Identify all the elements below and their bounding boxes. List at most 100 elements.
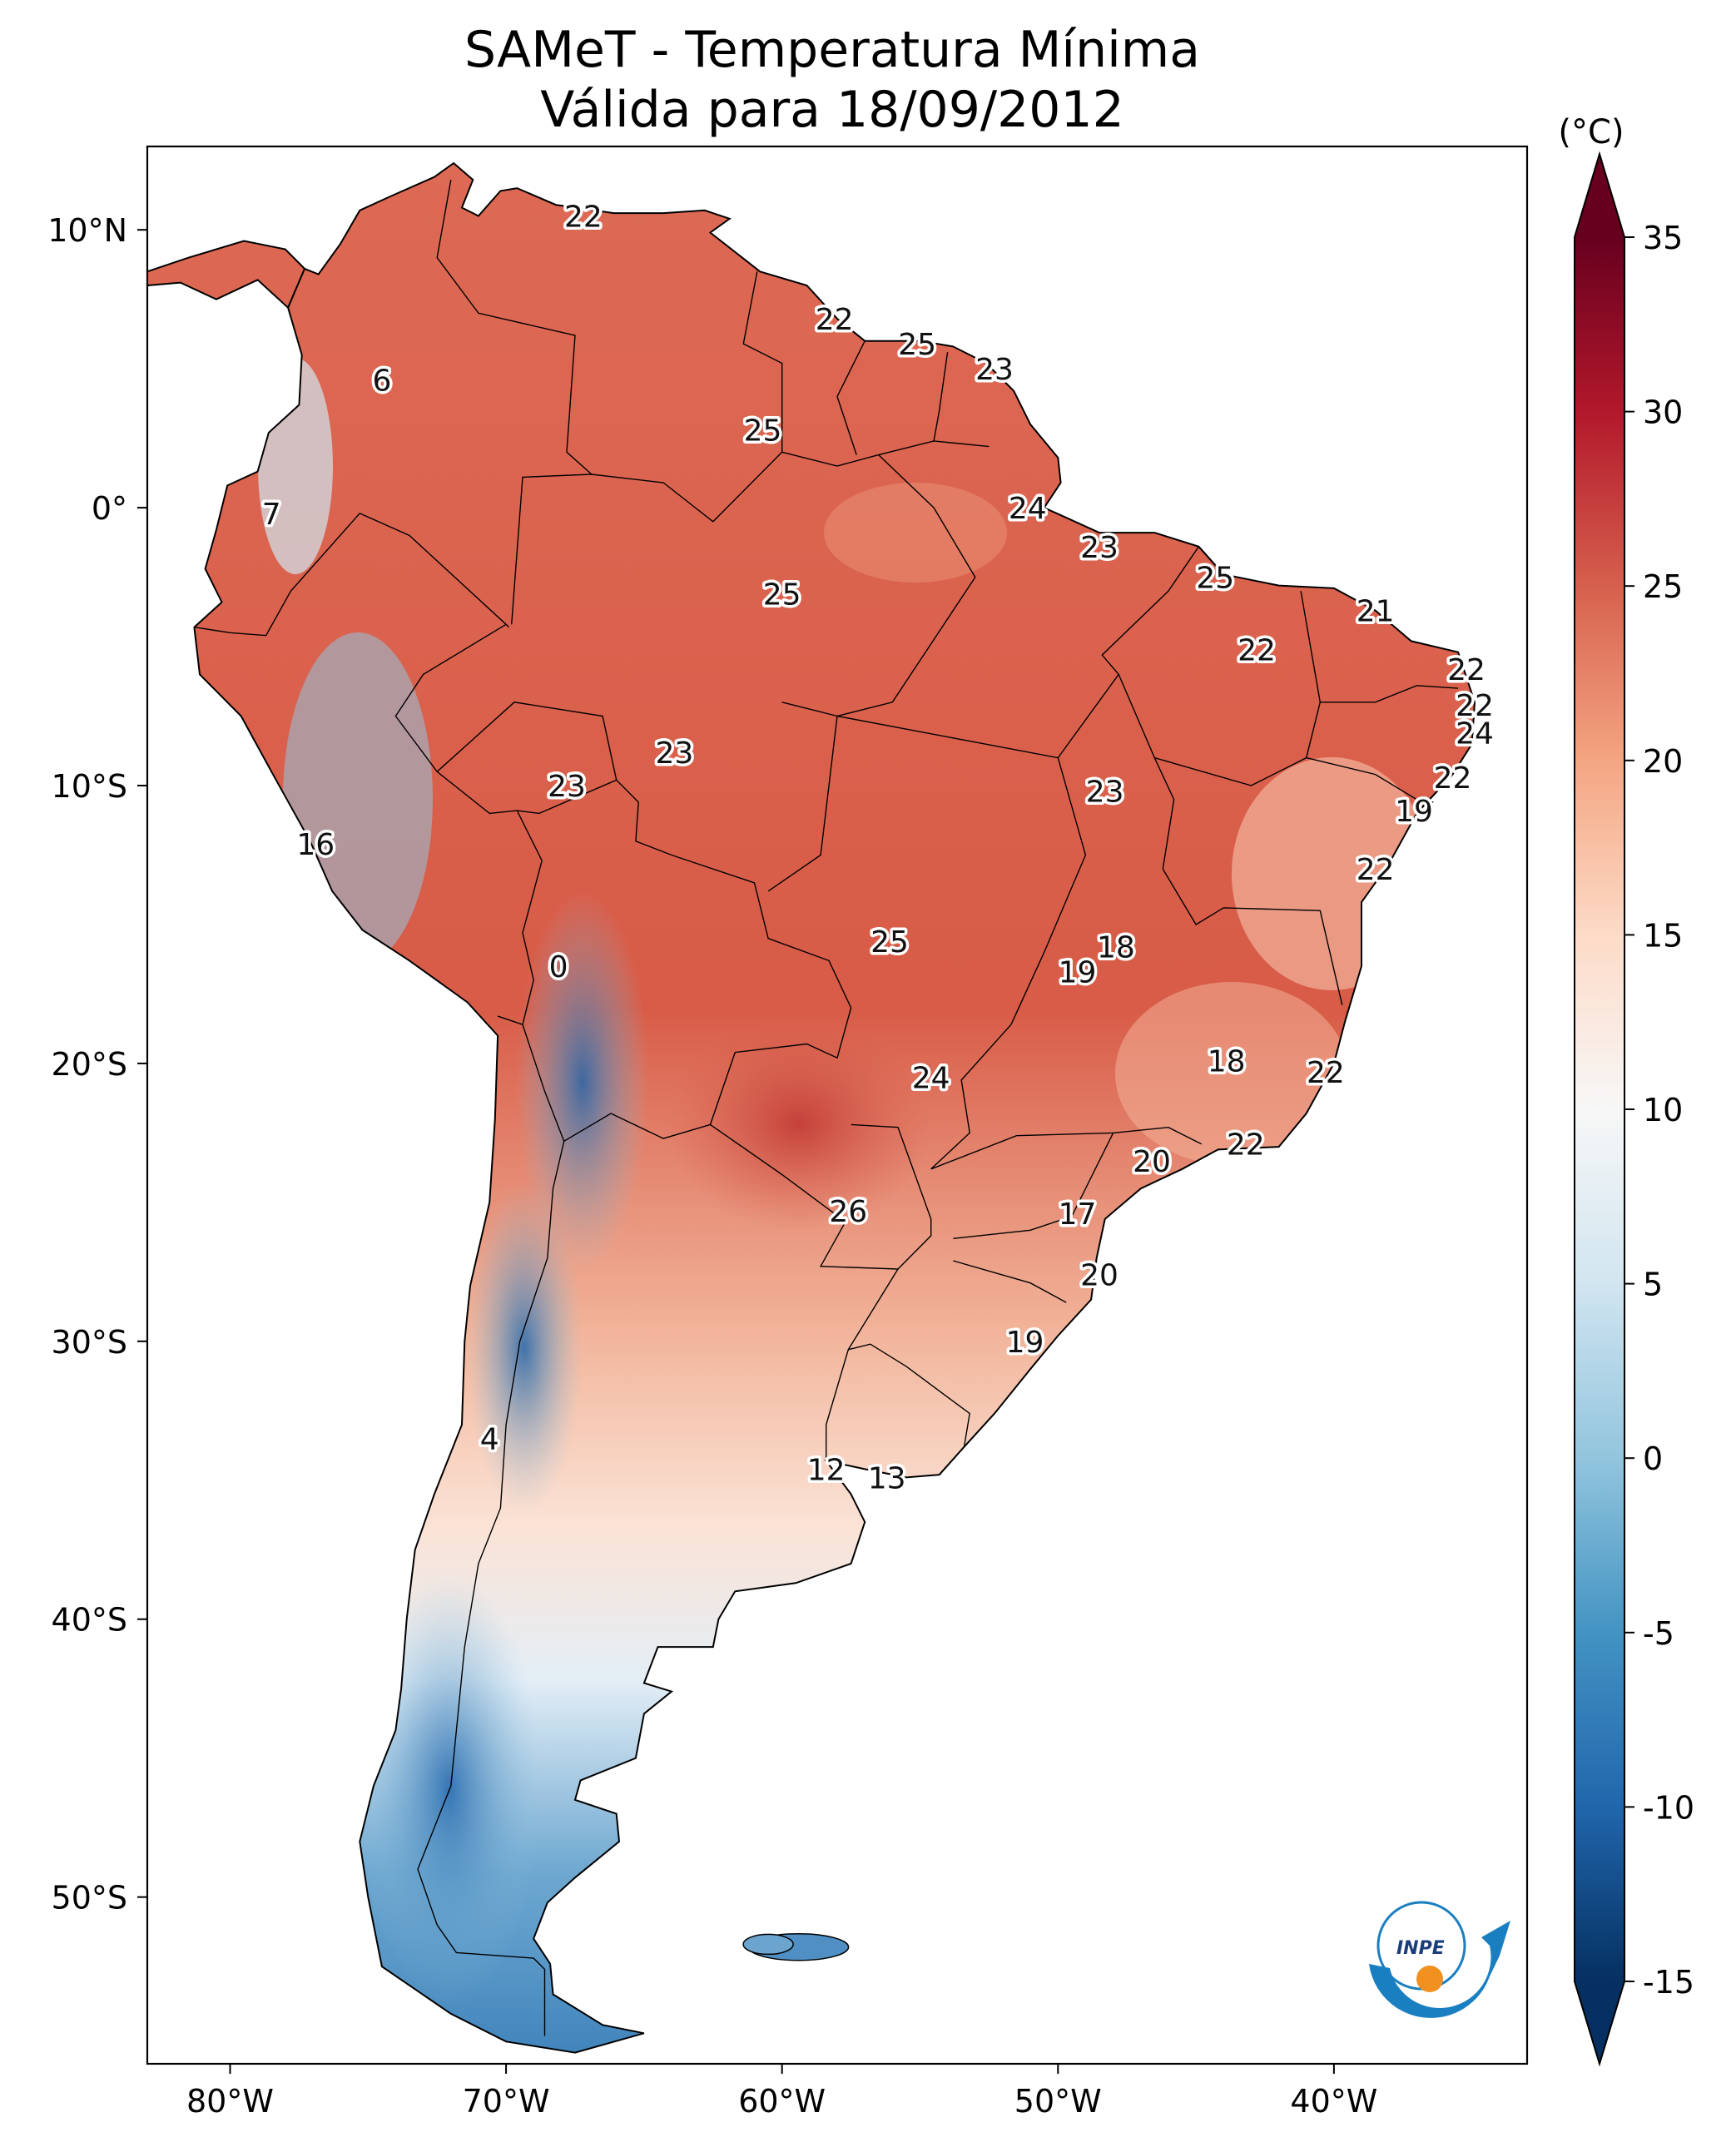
temperature-label: 17 — [1059, 1197, 1097, 1232]
temperature-label: 22 — [816, 303, 854, 337]
temperature-label: 16 — [296, 828, 335, 862]
lat-tick-label: 10°N — [47, 212, 127, 249]
temperature-label: 0 — [549, 950, 568, 984]
temperature-label: 4 — [480, 1423, 499, 1457]
border-line-10 — [826, 1343, 970, 1461]
inpe-logo: INPE — [1369, 1901, 1510, 2018]
border-line-2 — [836, 340, 866, 455]
temperature-label: 6 — [372, 364, 391, 399]
temperature-label: 13 — [868, 1461, 906, 1495]
border-line-0 — [436, 179, 593, 625]
lon-tick-label: 50°W — [1014, 2083, 1102, 2120]
temperature-label: 25 — [870, 925, 909, 959]
border-line-20 — [1306, 756, 1434, 803]
border-line-19 — [1320, 685, 1459, 703]
colorbar-tick-label: 20 — [1643, 743, 1683, 780]
border-line-24 — [591, 451, 783, 523]
border-line-23 — [436, 702, 618, 781]
lat-tick-label: 0° — [92, 490, 127, 527]
inpe-logo-text: INPE — [1396, 1938, 1445, 1959]
map-title-line1: SAMeT - Temperatura Mínima — [464, 21, 1200, 79]
border-line-3 — [933, 352, 949, 442]
lon-tick-label: 70°W — [463, 2083, 550, 2120]
lat-tick-label: 50°S — [52, 1880, 127, 1916]
colorbar-bottom-extension — [1575, 1981, 1624, 2064]
temperature-label: 18 — [1097, 931, 1135, 965]
temperature-label: 7 — [262, 498, 281, 532]
temperature-label: 12 — [807, 1453, 846, 1487]
temperature-label: 23 — [655, 736, 693, 771]
temperature-label: 24 — [1456, 717, 1494, 751]
map-axis-ticks: 80°W 70°W 60°W 50°W 40°W10°N0°10°S20°S30°S40… — [47, 212, 1377, 2120]
colorbar: (°C) 35 30 25 20 15 10 5 0 -5 -10 -15 — [1558, 113, 1694, 2067]
temperature-label: 23 — [975, 353, 1014, 387]
lon-tick-label: 40°W — [1290, 2083, 1377, 2120]
lat-tick-label: 10°S — [52, 768, 127, 805]
temperature-label: 25 — [898, 328, 936, 362]
colorbar-top-extension — [1575, 154, 1624, 237]
map-title-line2: Válida para 18/09/2012 — [540, 81, 1124, 139]
colorbar-ticks: 35 30 25 20 15 10 5 0 -5 -10 -15 — [1624, 220, 1694, 2001]
temperature-label: 26 — [829, 1195, 867, 1229]
lat-tick-label: 30°S — [52, 1324, 127, 1361]
lon-tick-label: 60°W — [738, 2083, 826, 2120]
temperature-label: 23 — [548, 770, 586, 804]
border-line-22 — [953, 1260, 1067, 1303]
temperature-label: 22 — [1434, 761, 1472, 796]
colorbar-tick-label: 30 — [1643, 394, 1683, 431]
temperature-label: 22 — [1357, 853, 1395, 887]
temperature-label: 22 — [1456, 689, 1494, 723]
temperature-label: 24 — [912, 1062, 950, 1096]
border-line-12 — [767, 702, 838, 892]
border-line-16 — [1057, 546, 1199, 759]
lat-tick-label: 40°S — [52, 1602, 127, 1639]
border-line-4 — [194, 512, 509, 637]
colorbar-gradient — [1575, 237, 1624, 1981]
colorbar-tick-label: 15 — [1643, 917, 1683, 954]
temperature-label: 20 — [1080, 1259, 1118, 1293]
border-line-21 — [953, 1133, 1114, 1239]
falkland-islands — [742, 1933, 850, 1961]
temperature-label: 25 — [1196, 562, 1234, 596]
temperature-label: 24 — [1009, 492, 1047, 526]
border-line-1 — [742, 271, 990, 467]
border-line-9 — [417, 1141, 565, 2036]
border-line-17 — [1118, 674, 1343, 1005]
temperature-label: 22 — [564, 201, 603, 235]
border-line-14 — [930, 1024, 1012, 1170]
lon-tick-label: 80°W — [186, 2083, 274, 2120]
temperature-label: 23 — [1086, 776, 1124, 810]
temperature-label: 23 — [1080, 531, 1118, 565]
border-line-8 — [497, 1015, 523, 1025]
temperature-label: 20 — [1133, 1145, 1171, 1179]
colorbar-tick-label: 10 — [1643, 1092, 1683, 1128]
country-state-borders — [194, 179, 1459, 2036]
temperature-label: 25 — [744, 414, 782, 449]
colorbar-tick-label: 0 — [1643, 1440, 1663, 1477]
colorbar-tick-label: 5 — [1643, 1267, 1663, 1303]
temperature-label: 22 — [1227, 1128, 1265, 1163]
temperature-label: 22 — [1447, 653, 1486, 687]
temperature-label: 22 — [1307, 1056, 1345, 1090]
colorbar-tick-label: 25 — [1643, 568, 1683, 605]
inpe-logo-dot — [1416, 1966, 1443, 1992]
colorbar-tick-label: -5 — [1643, 1615, 1674, 1652]
border-line-25 — [836, 454, 976, 717]
temperature-label: 19 — [1395, 795, 1433, 829]
border-line-11 — [847, 1268, 899, 1351]
colorbar-tick-label: -15 — [1643, 1964, 1694, 2001]
colorbar-tick-label: -10 — [1643, 1789, 1694, 1826]
temperature-label: 19 — [1059, 956, 1097, 990]
map-panel: 80°W 70°W 60°W 50°W 40°W10°N0°10°S20°S30°S40… — [47, 145, 1529, 2120]
temperature-label: 18 — [1208, 1045, 1246, 1079]
falkland-island-west — [742, 1933, 794, 1956]
temperature-label: 22 — [1238, 633, 1276, 667]
lat-tick-label: 20°S — [52, 1046, 127, 1083]
colorbar-tick-label: 35 — [1643, 220, 1683, 256]
border-line-5 — [394, 623, 518, 815]
border-line-6 — [516, 779, 852, 1143]
colorbar-unit: (°C) — [1558, 113, 1624, 151]
border-line-13 — [836, 715, 1087, 1025]
